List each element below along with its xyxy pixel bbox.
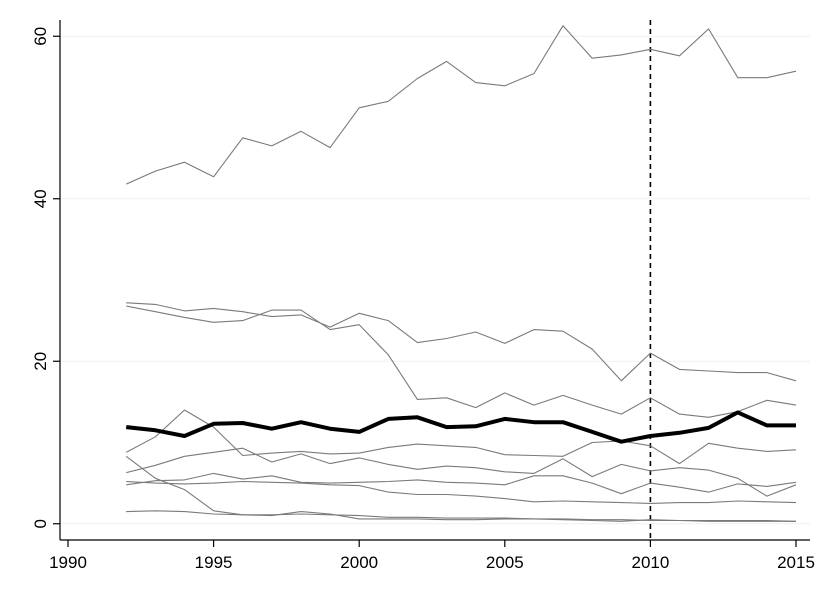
series-line-2 — [126, 302, 797, 382]
axes: 0 20 40 60 1990 1995 2000 2005 2010 2015 — [31, 20, 815, 572]
series-line-8 — [126, 480, 797, 504]
x-tick-label-2000: 2000 — [340, 553, 378, 572]
x-tick-label-1990: 1990 — [49, 553, 87, 572]
x-tick-label-2015: 2015 — [777, 553, 815, 572]
x-tick-label-2010: 2010 — [631, 553, 669, 572]
series-line-9 — [125, 455, 797, 522]
series-line-1 — [125, 25, 797, 185]
y-tick-label-40: 40 — [31, 189, 50, 208]
series-line-5 — [125, 409, 797, 465]
series-line-6 — [126, 447, 797, 497]
gridlines — [60, 35, 810, 525]
series-line-4-highlight — [125, 410, 796, 444]
y-tick-label-0: 0 — [31, 519, 50, 528]
x-tick-label-1995: 1995 — [195, 553, 233, 572]
y-tick-label-20: 20 — [31, 352, 50, 371]
series-lines — [125, 25, 797, 522]
series-line-3 — [126, 305, 797, 418]
y-tick-label-60: 60 — [31, 27, 50, 46]
x-tick-label-2005: 2005 — [486, 553, 524, 572]
series-line-10 — [126, 510, 796, 522]
series-line-7 — [126, 472, 797, 495]
